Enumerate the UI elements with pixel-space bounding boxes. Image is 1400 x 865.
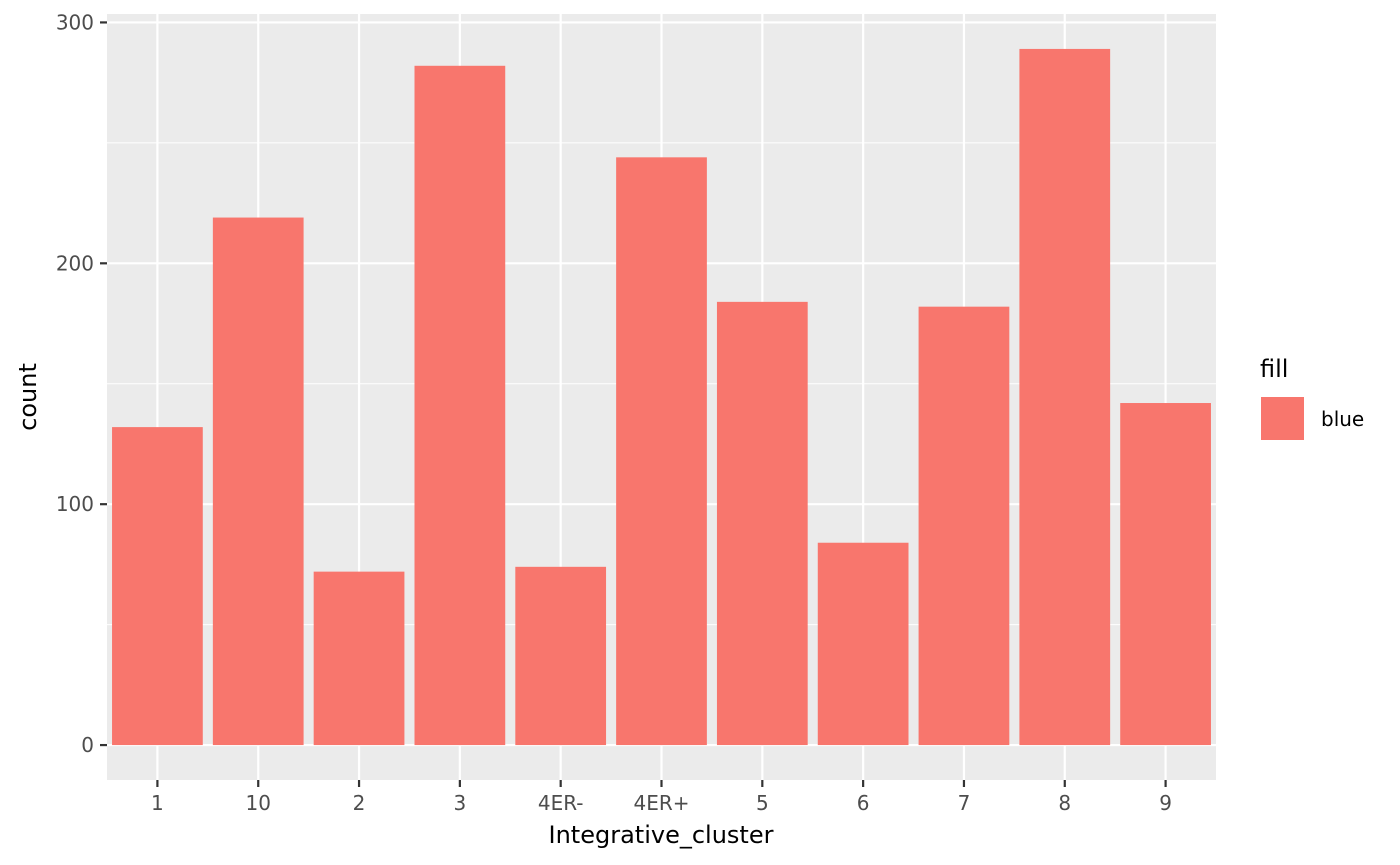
legend-label: blue <box>1321 407 1364 431</box>
legend: fill blue <box>1260 355 1364 440</box>
bar-6 <box>817 542 909 746</box>
legend-key-swatch <box>1261 397 1304 440</box>
y-tick-label: 0 <box>81 733 94 757</box>
x-tick-label: 9 <box>1159 791 1172 815</box>
x-tick-label: 8 <box>1058 791 1071 815</box>
x-tick-label: 5 <box>756 791 769 815</box>
y-tick-label: 200 <box>56 251 94 275</box>
bar-8 <box>1019 48 1111 746</box>
y-tick-label: 300 <box>56 10 94 34</box>
x-tick-label: 4ER+ <box>633 791 689 815</box>
x-tick-label: 6 <box>857 791 870 815</box>
bar-3 <box>414 65 506 746</box>
bars <box>112 48 1211 746</box>
x-tick-label: 2 <box>353 791 366 815</box>
y-axis-title: count <box>14 363 42 431</box>
x-tick-label: 3 <box>453 791 466 815</box>
x-tick-label: 7 <box>958 791 971 815</box>
legend-title: fill <box>1260 355 1288 383</box>
bar-5 <box>716 301 808 746</box>
x-tick-label: 4ER- <box>538 791 584 815</box>
x-axis-ticks: 1 10 2 3 4ER- 4ER+ 5 6 7 8 9 <box>151 780 1172 815</box>
x-tick-label: 1 <box>151 791 164 815</box>
bar-2 <box>313 571 405 746</box>
bar-4ER- <box>515 566 607 746</box>
bar-4ER+ <box>616 157 707 746</box>
bar-1 <box>112 427 203 746</box>
x-tick-label: 10 <box>246 791 271 815</box>
bar-10 <box>212 217 304 746</box>
x-axis-title: Integrative_cluster <box>549 821 774 849</box>
y-tick-label: 100 <box>56 492 94 516</box>
bar-7 <box>918 306 1010 746</box>
bar-9 <box>1120 403 1211 746</box>
y-axis-ticks: 0 100 200 300 <box>56 10 107 757</box>
